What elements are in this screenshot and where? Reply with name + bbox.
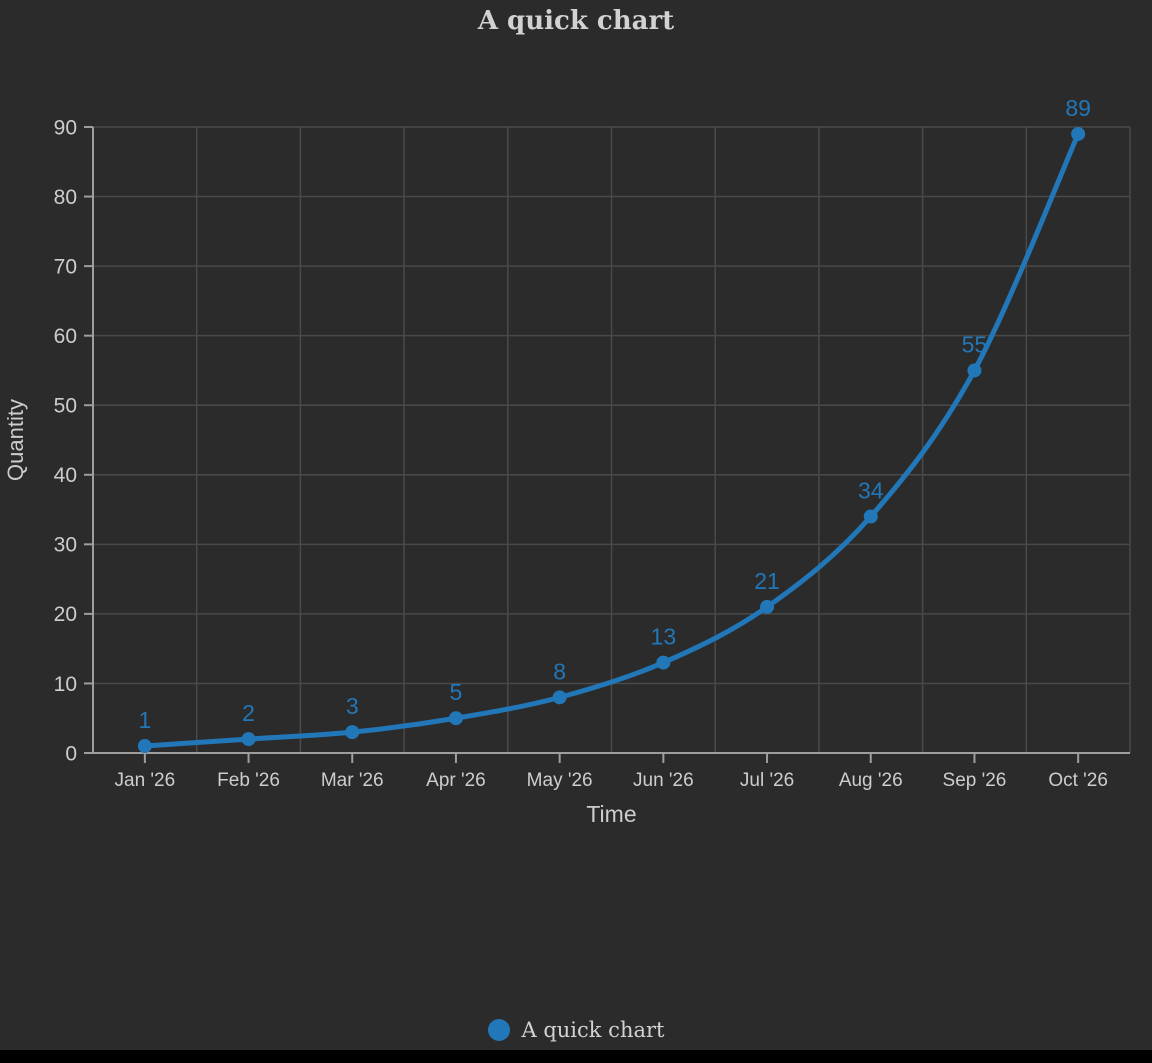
- data-point: [656, 655, 671, 670]
- legend: A quick chart: [0, 1018, 1152, 1042]
- y-tick-label: 50: [54, 395, 77, 418]
- x-tick-label: Apr '26: [426, 770, 486, 791]
- data-point-label: 1: [138, 707, 151, 733]
- x-tick-label: Jul '26: [740, 770, 794, 791]
- data-point: [137, 739, 152, 754]
- y-tick-label: 90: [54, 116, 77, 139]
- x-tick-label: May '26: [527, 770, 593, 791]
- data-point: [448, 711, 463, 726]
- y-tick-label: 40: [54, 464, 77, 487]
- x-tick-label: Aug '26: [839, 770, 903, 791]
- data-point-label: 55: [962, 331, 988, 357]
- data-point: [241, 732, 256, 747]
- x-tick-label: Sep '26: [943, 770, 1007, 791]
- data-point: [967, 363, 982, 378]
- y-tick-label: 60: [54, 325, 77, 348]
- x-tick-label: Feb '26: [217, 770, 280, 791]
- x-tick-label: Oct '26: [1048, 770, 1108, 791]
- y-tick-label: 80: [54, 186, 77, 209]
- x-tick-label: Mar '26: [321, 770, 384, 791]
- y-tick-label: 30: [54, 534, 77, 557]
- data-point: [345, 725, 360, 740]
- x-tick-label: Jun '26: [633, 770, 694, 791]
- data-point: [552, 690, 567, 705]
- data-point: [760, 599, 775, 614]
- x-axis-title: Time: [586, 801, 637, 827]
- data-point-label: 8: [553, 658, 566, 684]
- data-point-label: 89: [1065, 95, 1091, 121]
- data-point-label: 34: [858, 478, 884, 504]
- legend-marker-icon[interactable]: [487, 1019, 510, 1041]
- legend-label[interactable]: A quick chart: [521, 1018, 665, 1042]
- y-tick-label: 0: [65, 742, 77, 765]
- data-point-label: 21: [754, 568, 780, 594]
- data-point-label: 3: [346, 693, 359, 719]
- y-tick-label: 20: [54, 603, 77, 626]
- x-tick-label: Jan '26: [115, 770, 176, 791]
- y-tick-label: 70: [54, 255, 77, 278]
- data-point-label: 5: [450, 679, 463, 705]
- y-axis-title: Quantity: [3, 399, 28, 481]
- y-tick-label: 10: [54, 673, 77, 696]
- chart-title: A quick chart: [477, 6, 675, 36]
- data-point-label: 2: [242, 700, 255, 726]
- data-point: [1071, 126, 1086, 141]
- bottom-bar: [0, 1050, 1152, 1063]
- data-point: [863, 509, 878, 524]
- data-point-label: 13: [651, 624, 677, 650]
